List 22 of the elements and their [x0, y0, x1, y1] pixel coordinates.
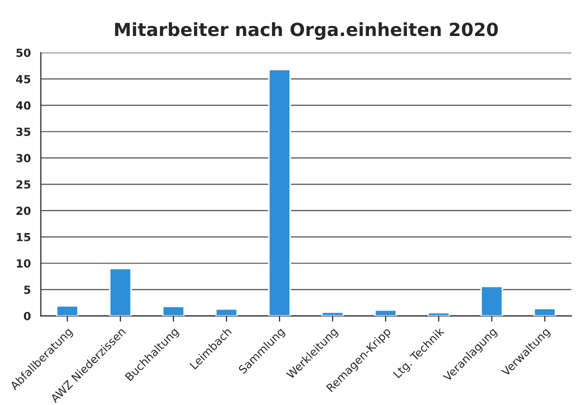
y-tick-label: 15: [16, 233, 30, 242]
y-tick-label: 25: [16, 180, 30, 189]
y-tick-label: 40: [16, 101, 31, 110]
bar: [268, 68, 291, 316]
y-tick-label: 0: [24, 312, 31, 320]
bar: [534, 308, 556, 316]
bar: [321, 312, 344, 316]
y-tick-label: 50: [16, 48, 31, 58]
bar: [162, 306, 185, 316]
bar: [215, 308, 238, 316]
y-tick-label: 5: [24, 286, 30, 294]
bar: [374, 309, 397, 316]
bar: [480, 286, 504, 316]
y-tick-label: 10: [16, 259, 31, 268]
y-tick-label: 35: [16, 128, 30, 136]
bar: [56, 305, 79, 316]
chart-title: Mitarbeiter nach Orga.einheiten 2020: [115, 22, 498, 40]
bar: [427, 312, 450, 316]
y-tick-label: 45: [16, 75, 30, 84]
y-tick-label: 30: [16, 154, 31, 162]
y-tick-label: 20: [16, 206, 31, 215]
bar: [109, 268, 132, 316]
